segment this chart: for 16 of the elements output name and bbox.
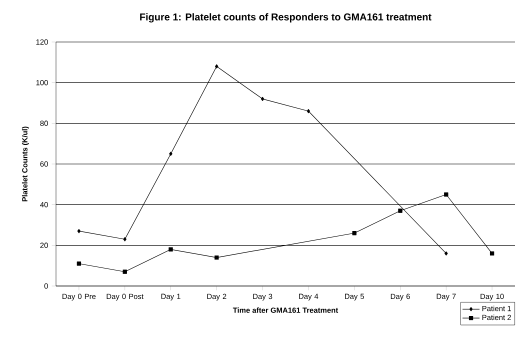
point [76, 262, 82, 266]
point [168, 247, 173, 252]
point [398, 208, 402, 213]
point [306, 109, 310, 114]
point [444, 192, 448, 197]
point [444, 251, 448, 256]
point [122, 270, 127, 274]
point [77, 229, 81, 234]
point [169, 152, 172, 156]
chart-title: Figure 1: Platelet counts of Responders to GMA161 treatment [140, 13, 432, 22]
point [490, 251, 494, 256]
point [123, 237, 126, 242]
point [215, 64, 218, 68]
point [214, 255, 219, 260]
point [260, 96, 264, 102]
point [352, 231, 356, 236]
